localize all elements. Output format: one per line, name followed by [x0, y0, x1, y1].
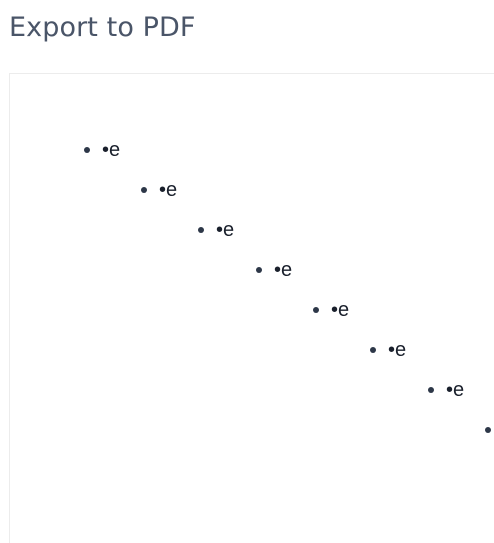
list-item: •e	[370, 338, 406, 362]
list-item-text: •e	[159, 179, 178, 201]
bullet-icon	[141, 187, 147, 193]
list-item-text: •e	[446, 379, 465, 401]
list-item-text: •e	[274, 259, 293, 281]
list-item: •e	[313, 298, 349, 322]
bullet-icon	[313, 307, 319, 313]
list-item-text: •e	[102, 139, 121, 161]
bullet-icon	[256, 267, 262, 273]
list-item	[485, 418, 494, 442]
bullet-icon	[370, 347, 376, 353]
list-item: •e	[256, 258, 292, 282]
bullet-icon	[428, 387, 434, 393]
bullet-icon	[485, 427, 491, 433]
bullet-icon	[84, 147, 90, 153]
page-title: Export to PDF	[9, 12, 196, 43]
pdf-preview-frame: •e •e •e •e •e •e •e	[9, 73, 494, 543]
list-item: •e	[198, 218, 234, 242]
list-item-text: •e	[331, 299, 350, 321]
list-item: •e	[84, 138, 120, 162]
bullet-icon	[198, 227, 204, 233]
list-item: •e	[428, 378, 464, 402]
list-item-text: •e	[216, 219, 235, 241]
list-item-text: •e	[388, 339, 407, 361]
list-item: •e	[141, 178, 177, 202]
